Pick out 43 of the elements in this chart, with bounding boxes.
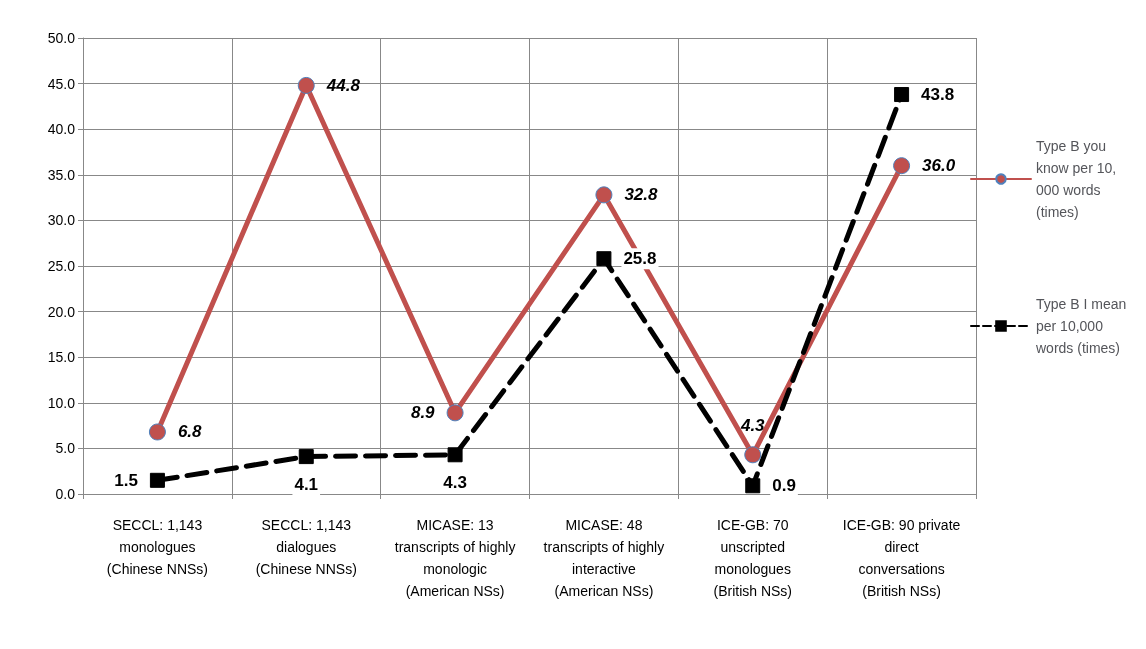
data-label: 4.1: [294, 475, 319, 495]
point: [744, 446, 762, 464]
y-tick-label: 45.0: [47, 75, 76, 92]
data-label: 4.3: [443, 473, 467, 493]
data-label: 25.8: [623, 249, 657, 269]
y-tick-label: 5.0: [55, 440, 76, 457]
data-label: 36.0: [922, 156, 956, 176]
x-tick-label: ICE-GB: 70 unscripted monologues (British NSs): [713, 517, 793, 599]
data-label: 32.8: [624, 185, 659, 205]
point: [596, 251, 612, 267]
y-tick-label: 40.0: [47, 121, 76, 138]
data-label: 44.8: [325, 75, 361, 95]
y-tick-label: 10.0: [47, 394, 76, 411]
point: [297, 76, 315, 94]
point: [148, 423, 166, 441]
point: [745, 478, 761, 494]
y-tick-label: 30.0: [47, 212, 76, 229]
data-label: 43.8: [921, 85, 955, 105]
y-tick-label: 20.0: [47, 303, 76, 320]
data-label: 6.8: [177, 422, 203, 442]
point: [446, 404, 464, 422]
x-tick-label: ICE-GB: 90 private direct conversations (British NSs): [842, 517, 961, 599]
data-label: 4.3: [739, 416, 766, 436]
data-label: 8.9: [410, 403, 436, 423]
x-tick-label: MICASE: 13 transcripts of highly monologic (American NSs): [394, 517, 516, 599]
legend-label: Type B you know per 10,000 words (times): [1036, 138, 1117, 220]
y-tick-label: 0.0: [55, 486, 76, 502]
point: [149, 472, 165, 488]
x-tick-label: MICASE: 48 transcripts of highly interactive (American NSs): [543, 517, 665, 599]
legend-label: Type B I mean per 10,000 words (times): [1035, 296, 1131, 356]
y-tick-label: 50.0: [47, 30, 76, 46]
point: [447, 447, 463, 463]
x-tick-label: SECCL: 1,143 monologues (Chinese NNSs): [106, 517, 208, 577]
y-tick-label: 35.0: [47, 166, 76, 183]
y-tick-label: 15.0: [47, 349, 76, 366]
x-tick-label: SECCL: 1,143 dialogues (Chinese NNSs): [255, 517, 357, 577]
point: [894, 87, 910, 103]
point: [595, 186, 613, 204]
point: [893, 157, 911, 175]
y-tick-label: 25.0: [47, 258, 76, 274]
point: [298, 449, 314, 465]
data-label: 1.5: [114, 470, 138, 490]
data-label: 0.9: [772, 476, 796, 496]
